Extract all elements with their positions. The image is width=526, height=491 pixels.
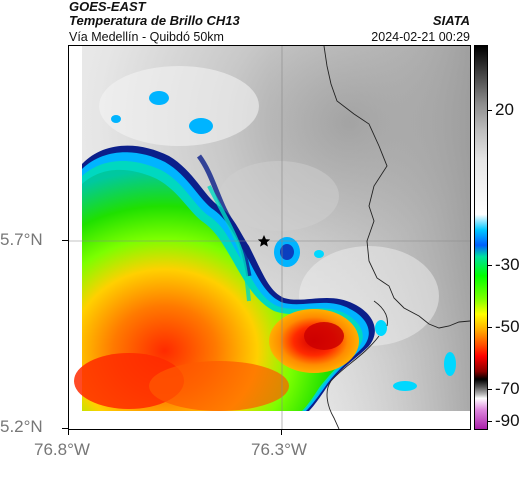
no-data-left [69, 46, 82, 429]
y-tick [62, 428, 68, 429]
cloud-cell [280, 244, 294, 260]
x-tick [68, 429, 69, 435]
x-tick [281, 429, 282, 435]
colorbar-label-minus50: -50 [495, 317, 520, 336]
colorbar-tick [487, 421, 492, 422]
colorbar-label-minus70: -70 [495, 379, 520, 398]
cloud-cell [375, 320, 387, 336]
no-data-bottom [69, 411, 470, 429]
map-subtitle: Temperatura de Brillo CH13 [69, 13, 240, 28]
y-axis-label-5.7: 5.7°N [0, 230, 43, 249]
colorbar [474, 45, 488, 430]
cloud-texture [219, 161, 339, 231]
cloud-cell [111, 115, 121, 123]
cloud-band [207, 185, 251, 302]
boundary-line [373, 300, 388, 327]
colorbar-tick [487, 327, 492, 328]
datetime-label: 2024-02-21 00:29 [371, 30, 470, 44]
colorbar-tick [487, 265, 492, 266]
boundary-line [326, 335, 380, 429]
colorbar-label-minus90: -90 [495, 411, 520, 430]
satellite-map[interactable] [68, 45, 471, 430]
cloud-band [196, 154, 252, 277]
location-label: Vía Medellín - Quibdó 50km [69, 30, 224, 44]
y-axis-label-5.2: 5.2°N [0, 417, 43, 436]
boundary-line [323, 46, 470, 329]
x-axis-label-76.3: 76.3°W [251, 440, 307, 459]
cloud-cell [444, 352, 456, 376]
warm-region-s [149, 361, 289, 411]
cloud-cell [314, 250, 324, 258]
cloud-cell [189, 118, 213, 134]
convective-core-inner [304, 322, 344, 350]
colorbar-tick [487, 110, 492, 111]
colorbar-tick [487, 389, 492, 390]
x-axis-label-76.8: 76.8°W [34, 440, 90, 459]
cloud-cell [393, 381, 417, 391]
source-label: SIATA [432, 13, 470, 28]
colorbar-label-20: 20 [495, 100, 514, 119]
cloud-cell [149, 91, 169, 105]
star-icon [257, 235, 271, 247]
map-title: GOES-EAST [69, 0, 146, 14]
map-canvas [69, 46, 470, 429]
cloud-texture [99, 66, 259, 146]
colorbar-label-minus30: -30 [495, 255, 520, 274]
y-tick [62, 240, 68, 241]
